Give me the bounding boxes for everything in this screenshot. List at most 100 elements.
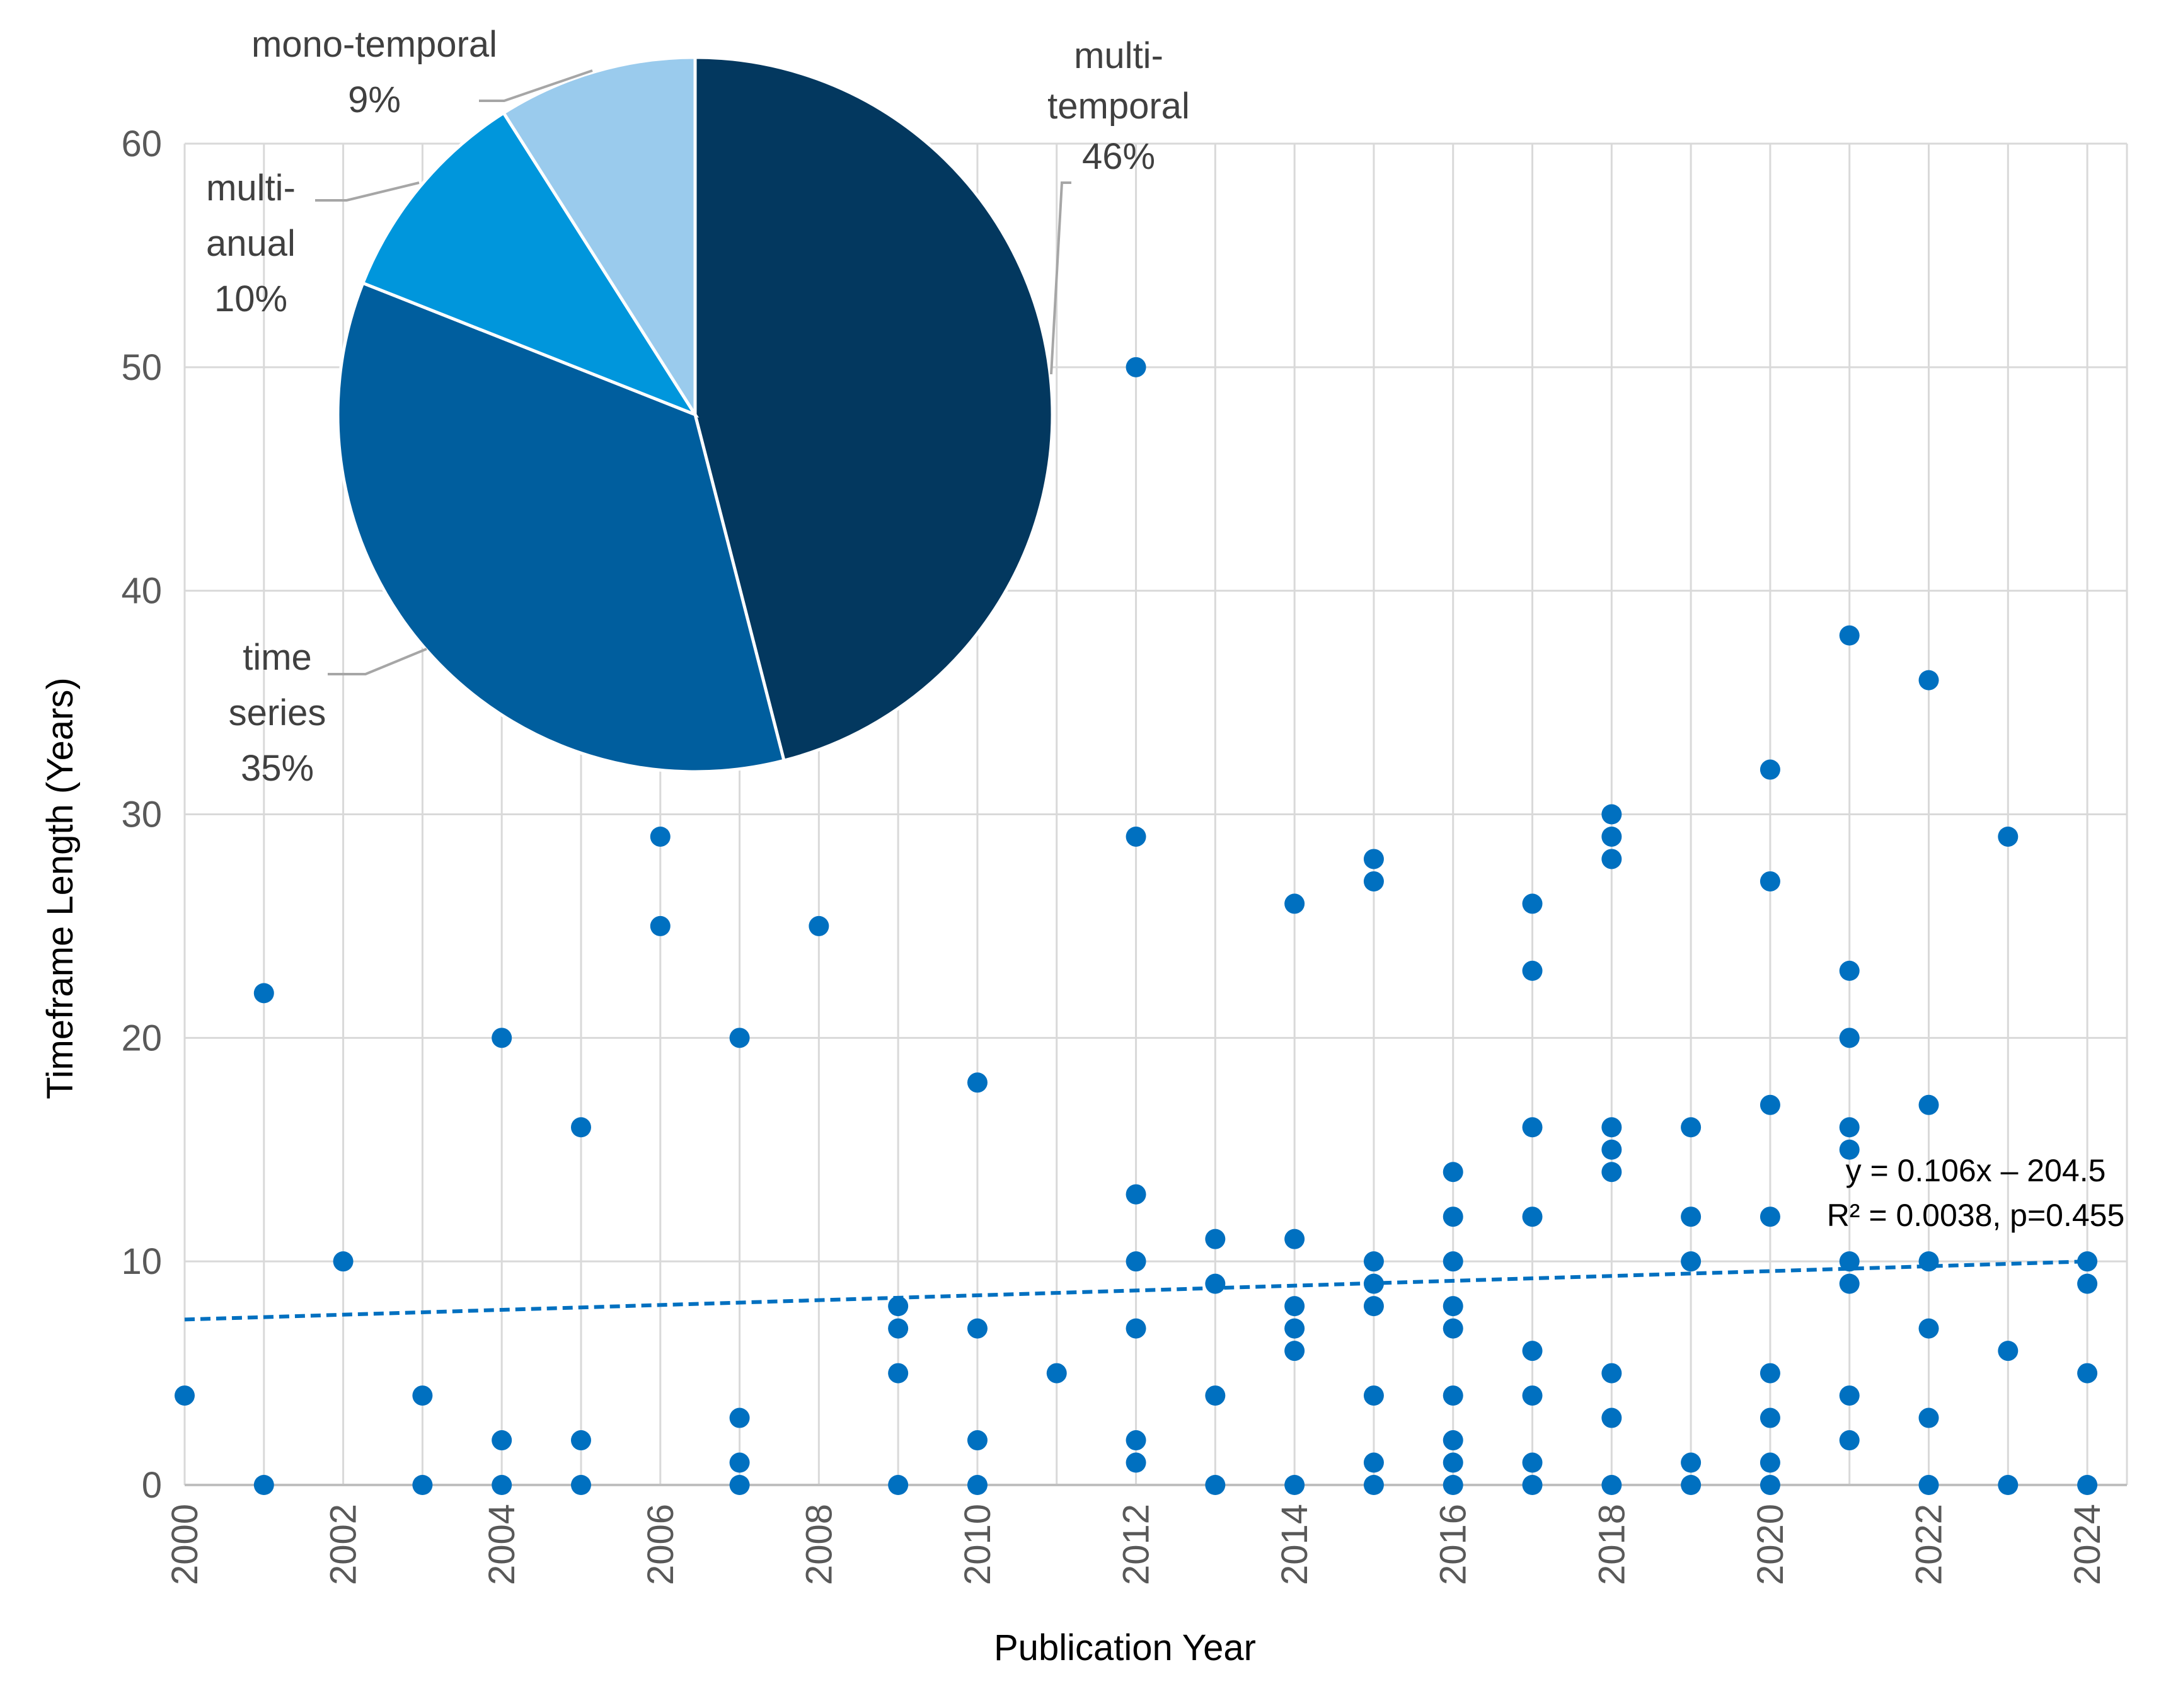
scatter-point [1681,1475,1702,1495]
scatter-point [1760,1363,1780,1384]
scatter-point [1443,1430,1463,1451]
scatter-point [967,1072,988,1093]
scatter-point [1443,1251,1463,1272]
scatter-point [2077,1251,2098,1272]
scatter-point [1918,1094,1939,1115]
scatter-point [1363,1385,1384,1406]
x-tick-label: 2022 [1909,1504,1950,1585]
scatter-point [1443,1385,1463,1406]
scatter-point [729,1452,750,1473]
scatter-point [1443,1296,1463,1317]
scatter-point [809,915,829,936]
x-tick-label: 2018 [1591,1504,1632,1585]
scatter-point [1760,871,1780,891]
scatter-points [175,357,2098,1495]
x-tick-label: 2012 [1116,1504,1157,1585]
scatter-point [1284,1229,1305,1249]
scatter-point [1601,826,1622,847]
scatter-point [1601,1162,1622,1183]
y-tick-label: 60 [121,123,162,164]
scatter-point [888,1363,909,1384]
scatter-point [888,1475,909,1495]
pie-slice-mono-temporal [501,55,697,420]
scatter-point [1839,1385,1860,1406]
pie-label-multi-temporal: multi-temporal 46% [1047,35,1190,177]
scatter-point [888,1318,909,1339]
pie-leader-line [315,181,420,202]
scatter-point [1839,1028,1860,1048]
pie-label-line: anual [206,223,296,264]
scatter-point [570,1430,591,1451]
scatter-point [1205,1273,1226,1294]
scatter-point [729,1407,750,1428]
scatter-point [1363,1296,1384,1317]
scatter-point [1046,1363,1067,1384]
pie-slice-multi-anual [360,110,700,418]
scatter-point [1284,1475,1305,1495]
pie-label-mono-temporal: mono-temporal 9% [251,24,497,120]
x-tick-label: 2016 [1433,1504,1474,1585]
scatter-point [1601,1407,1622,1428]
scatter-point [2077,1363,2098,1384]
scatter-point [492,1475,512,1495]
scatter-point [1998,1475,2019,1495]
x-tick-label: 2006 [640,1504,681,1585]
scatter-point [1363,1452,1384,1473]
x-tick-label: 2000 [164,1504,205,1585]
y-tick-label: 20 [121,1017,162,1058]
trendline-stats: R² = 0.0038, p=0.455 [1827,1198,2125,1233]
scatter-point [253,983,274,1004]
scatter-point [1443,1475,1463,1495]
scatter-point [1839,1117,1860,1138]
pie-label-line: 35% [241,748,314,789]
scatter-point [1918,1318,1939,1339]
scatter-point [1522,1385,1543,1406]
scatter-point [1918,1475,1939,1495]
scatter-point [1760,1094,1780,1115]
scatter-point [1522,1206,1543,1227]
scatter-point [1126,826,1146,847]
scatter-point [1839,1430,1860,1451]
trendline-equation: y = 0.106x – 204.5 [1846,1153,2106,1188]
scatter-point [650,826,671,847]
pie-label-line: series [229,692,326,733]
y-tick-label: 10 [121,1241,162,1282]
scatter-point [253,1475,274,1495]
scatter-point [412,1475,433,1495]
scatter-point [1839,1251,1860,1272]
y-axis-title: Timeframe Length (Years) [40,677,81,1099]
pie-leader-line [1050,181,1071,375]
scatter-point [1522,893,1543,914]
scatter-point [1126,1184,1146,1205]
pie-slice-time-series [336,281,786,774]
scatter-point [1284,893,1305,914]
pie-label-multi-anual: multi-anual 10% [206,168,296,319]
scatter-point [1522,1341,1543,1361]
scatter-point [1681,1251,1702,1272]
scatter-point [1363,1273,1384,1294]
scatter-point [2077,1475,2098,1495]
scatter-point [1522,1452,1543,1473]
scatter-point [1760,1206,1780,1227]
scatter-point [650,915,671,936]
pie-label-line: time [243,637,312,678]
scatter-point [1601,1139,1622,1160]
scatter-point [1601,1363,1622,1384]
axes: 0 10 20 30 40 50 60 2000 2002 2004 2006 2008 2010 201… [121,123,2127,1585]
text-labels: Publication Year Timeframe Length (Years… [40,677,2124,1668]
scatter-point [1284,1341,1305,1361]
x-tick-label: 2008 [798,1504,839,1585]
scatter-point [570,1475,591,1495]
scatter-point [1205,1385,1226,1406]
scatter-point [967,1430,988,1451]
pie-leader-line [328,648,427,675]
y-tick-label: 50 [121,347,162,388]
scatter-point [1839,960,1860,981]
pie-label-line: multi- [1074,35,1163,76]
scatter-point [412,1385,433,1406]
scatter-point [1601,804,1622,825]
scatter-point [1681,1206,1702,1227]
x-tick-label: 2010 [957,1504,998,1585]
trendline-group [184,1259,2088,1322]
